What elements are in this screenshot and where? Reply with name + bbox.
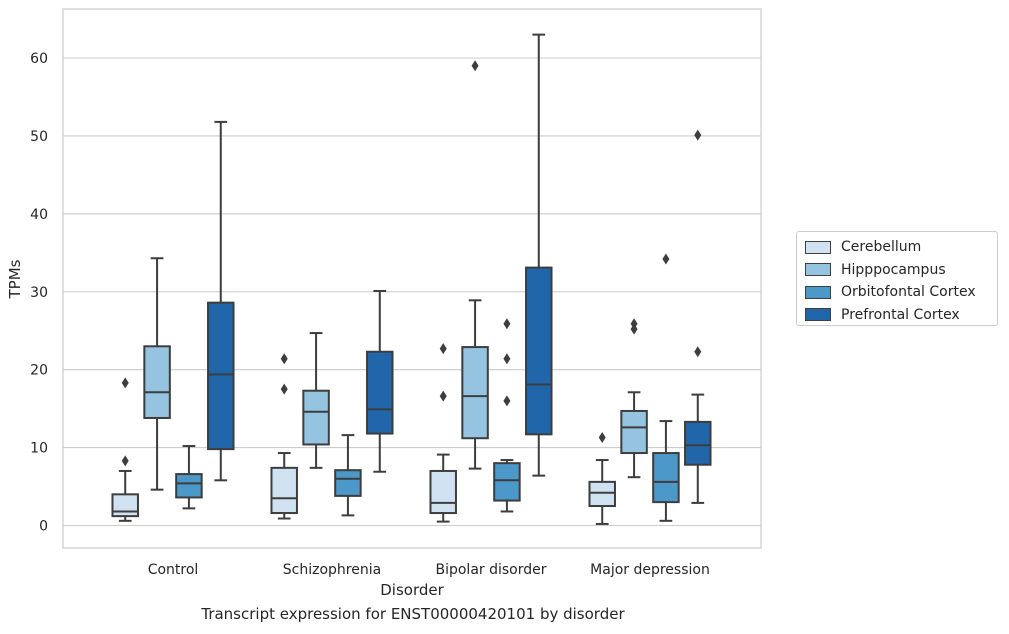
outlier-marker <box>503 318 511 330</box>
legend-label: Cerebellum <box>841 239 922 256</box>
legend-swatch <box>805 240 831 254</box>
x-tick-label: Schizophrenia <box>283 562 381 578</box>
y-tick-label: 20 <box>30 363 48 379</box>
legend-label: Orbitofontal Cortex <box>841 284 976 301</box>
y-axis-label: TPMs <box>6 259 24 299</box>
box-hipppocampus <box>302 332 330 469</box>
box-orbitofontal-cortex <box>652 253 680 522</box>
outlier-marker <box>471 60 479 72</box>
box-iqr <box>461 346 489 440</box>
box-iqr <box>366 350 394 435</box>
legend: Cerebellum Hipppocampus Orbitofontal Cor… <box>796 231 998 326</box>
y-axis-ticks: 0 10 20 30 40 50 60 <box>30 51 48 535</box>
box-iqr <box>429 469 457 515</box>
y-tick-label: 50 <box>30 129 48 145</box>
box-iqr <box>684 420 712 466</box>
legend-swatch <box>805 308 831 322</box>
box-iqr <box>111 493 139 518</box>
outlier-marker <box>121 455 129 467</box>
box-orbitofontal-cortex <box>493 318 521 513</box>
outlier-marker <box>503 353 511 365</box>
box-iqr <box>652 452 680 504</box>
legend-swatch <box>805 285 831 299</box>
box-iqr <box>525 266 553 436</box>
chart-caption: Transcript expression for ENST0000042010… <box>201 605 625 623</box>
outlier-marker <box>439 343 447 355</box>
box-iqr <box>334 469 362 497</box>
grid-lines <box>63 57 761 527</box>
legend-item: Hipppocampus <box>805 259 989 282</box>
box-iqr <box>175 473 203 499</box>
box-hipppocampus <box>143 257 171 491</box>
box-prefrontal-cortex <box>525 33 553 477</box>
outlier-marker <box>630 318 638 330</box>
box-iqr <box>143 345 171 419</box>
x-tick-label: Major depression <box>590 562 710 578</box>
y-tick-label: 10 <box>30 441 48 457</box>
y-tick-label: 0 <box>39 519 48 535</box>
box-cerebellum <box>111 377 139 522</box>
box-iqr <box>493 462 521 502</box>
y-tick-label: 30 <box>30 285 48 301</box>
box-prefrontal-cortex <box>366 289 394 473</box>
box-iqr <box>207 301 235 451</box>
outlier-marker <box>280 353 288 365</box>
box-iqr <box>620 409 648 455</box>
box-iqr <box>302 389 330 446</box>
outlier-marker <box>503 395 511 407</box>
outlier-marker <box>662 253 670 265</box>
legend-label: Prefrontal Cortex <box>841 306 960 323</box>
box-hipppocampus <box>620 318 648 479</box>
outlier-marker <box>694 346 702 358</box>
y-tick-label: 60 <box>30 51 48 67</box>
outlier-marker <box>280 383 288 395</box>
legend-item: Orbitofontal Cortex <box>805 281 989 304</box>
outlier-marker <box>694 129 702 141</box>
x-axis-ticks: Control Schizophrenia Bipolar disorder Majo… <box>148 562 710 578</box>
box-iqr <box>270 466 298 515</box>
box-cerebellum <box>588 431 616 525</box>
outlier-marker <box>439 390 447 402</box>
y-tick-label: 40 <box>30 207 48 223</box>
box-orbitofontal-cortex <box>334 434 362 517</box>
box-prefrontal-cortex <box>207 120 235 482</box>
box-orbitofontal-cortex <box>175 445 203 510</box>
box-cerebellum <box>429 343 457 523</box>
x-axis-label: Disorder <box>380 581 444 599</box>
box-prefrontal-cortex <box>684 129 712 504</box>
x-tick-label: Control <box>148 562 199 578</box>
outlier-marker <box>121 377 129 389</box>
plot-frame <box>62 8 762 549</box>
box-iqr <box>588 480 616 508</box>
box-cerebellum <box>270 353 298 520</box>
legend-item: Cerebellum <box>805 236 989 259</box>
legend-label: Hipppocampus <box>841 261 946 278</box>
box-groups <box>111 33 712 525</box>
box-hipppocampus <box>461 60 489 470</box>
legend-swatch <box>805 263 831 277</box>
x-tick-label: Bipolar disorder <box>435 562 546 578</box>
legend-item: Prefrontal Cortex <box>805 304 989 327</box>
outlier-marker <box>598 431 606 443</box>
